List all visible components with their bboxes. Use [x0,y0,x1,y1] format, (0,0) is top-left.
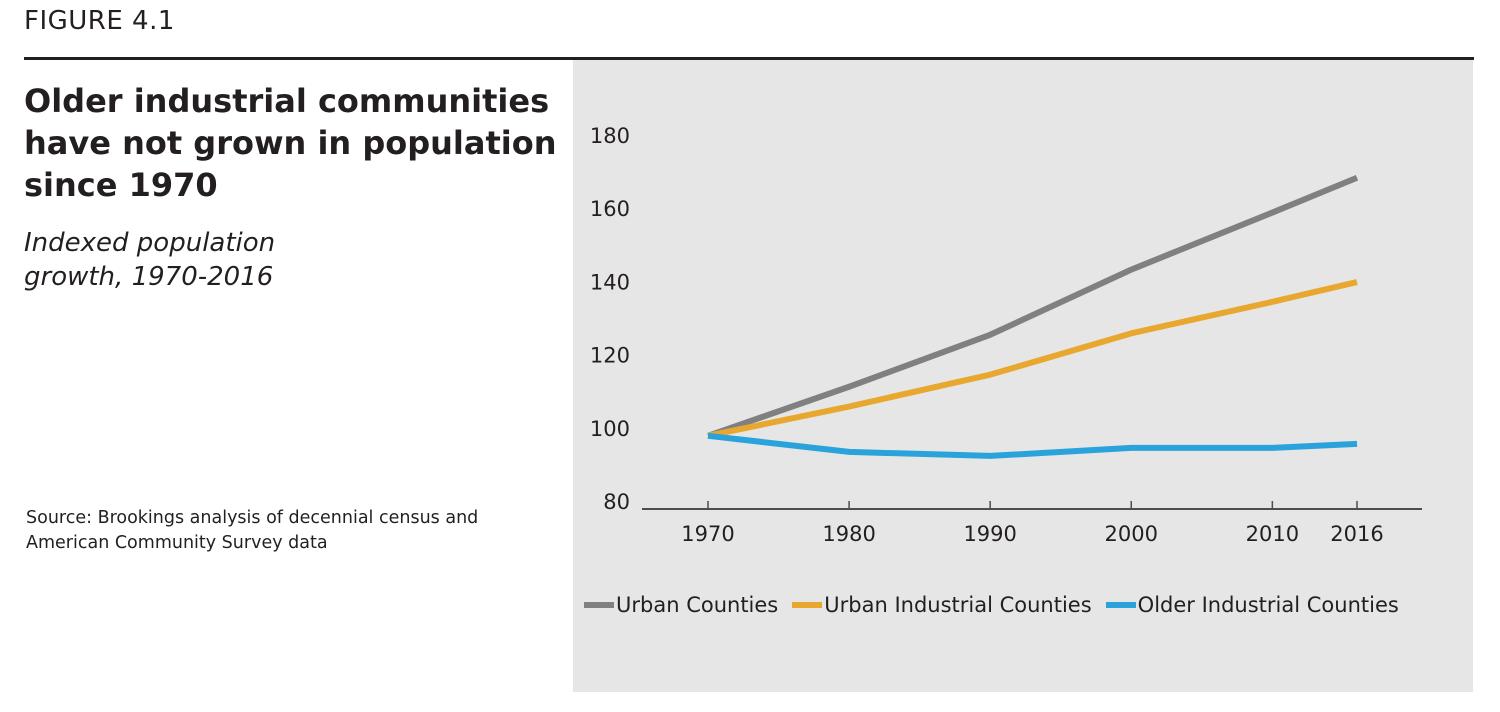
figure-label: FIGURE 4.1 [24,6,175,36]
legend-item: Older Industrial Counties [1105,593,1399,617]
legend-swatch [584,602,614,608]
legend-item: Urban Industrial Counties [792,593,1092,617]
y-tick-label: 120 [590,344,630,368]
series-lines [707,174,1359,459]
legend-swatch [1105,602,1136,608]
x-axis: 1970 1980 1990 2000 2010 2016 [642,501,1422,546]
y-axis: 80 100 120 140 160 180 [590,124,630,514]
y-tick-label: 180 [590,124,630,148]
series-line-urban-industrial-counties [707,279,1358,439]
x-tick-label: 2010 [1246,522,1299,546]
legend-label: Urban Counties [616,593,779,617]
y-tick-label: 140 [590,270,630,294]
legend: Urban Counties Urban Industrial Counties O… [584,593,1413,617]
legend-swatch [792,602,823,608]
source-note: Source: Brookings analysis of decennial … [26,508,479,553]
chart-subtitle: Indexed population growth, 1970-2016 [24,228,276,292]
chart-title: Older industrial communities have not gr… [24,82,557,204]
header-rule [24,57,1474,60]
y-tick-label: 100 [590,417,630,441]
legend-label: Urban Industrial Counties [824,593,1092,617]
y-tick-label: 160 [590,197,630,221]
x-tick-label: 1980 [822,522,875,546]
y-tick-label: 80 [603,490,630,514]
chart-panel [573,60,1473,692]
series-line-urban-counties [707,174,1359,439]
x-tick-label: 2016 [1330,522,1383,546]
legend-label: Older Industrial Counties [1137,593,1399,617]
legend-item: Urban Counties [584,593,778,617]
x-tick-label: 1990 [963,522,1016,546]
series-line-older-industrial-counties [707,432,1358,459]
x-tick-label: 2000 [1105,522,1158,546]
x-tick-label: 1970 [681,522,734,546]
